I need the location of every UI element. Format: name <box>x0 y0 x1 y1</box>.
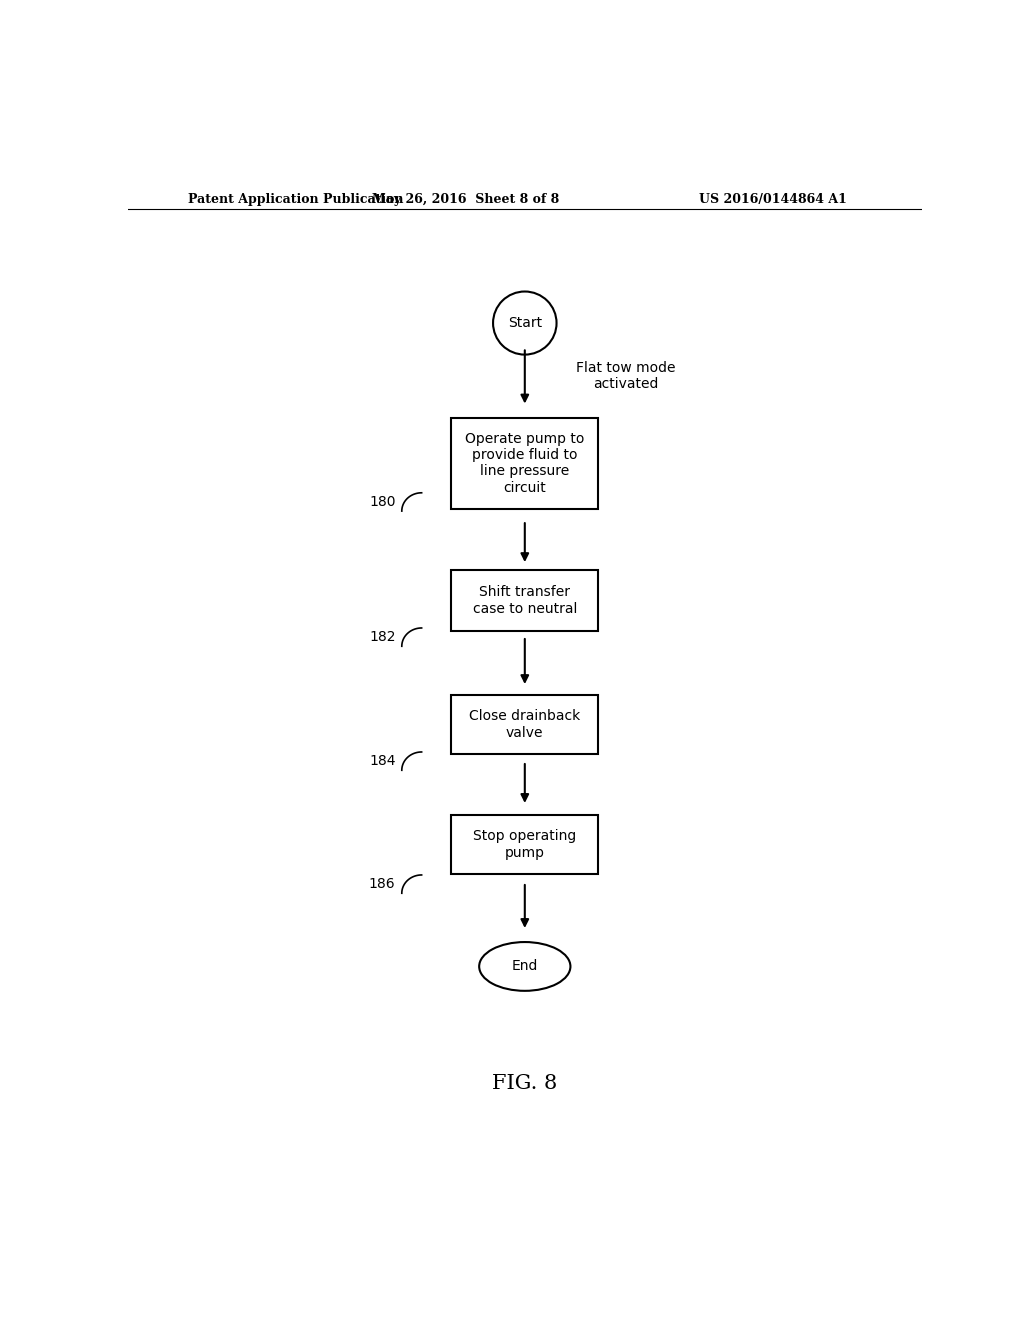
Text: US 2016/0144864 A1: US 2016/0144864 A1 <box>699 193 847 206</box>
Bar <box>452 696 598 754</box>
Text: End: End <box>512 960 538 973</box>
Text: Operate pump to
provide fluid to
line pressure
circuit: Operate pump to provide fluid to line pr… <box>465 432 585 495</box>
Text: 182: 182 <box>369 630 395 644</box>
Text: FIG. 8: FIG. 8 <box>493 1074 557 1093</box>
Text: Close drainback
valve: Close drainback valve <box>469 709 581 739</box>
Text: Patent Application Publication: Patent Application Publication <box>187 193 403 206</box>
Bar <box>452 417 598 510</box>
Text: Flat tow mode
activated: Flat tow mode activated <box>577 360 676 391</box>
Text: 186: 186 <box>369 878 395 891</box>
Text: Start: Start <box>508 315 542 330</box>
Bar <box>452 814 598 874</box>
Text: Shift transfer
case to neutral: Shift transfer case to neutral <box>473 586 577 615</box>
Text: 184: 184 <box>369 754 395 768</box>
Text: 180: 180 <box>369 495 395 510</box>
Text: Stop operating
pump: Stop operating pump <box>473 829 577 859</box>
Text: May 26, 2016  Sheet 8 of 8: May 26, 2016 Sheet 8 of 8 <box>372 193 559 206</box>
Bar <box>452 570 598 631</box>
